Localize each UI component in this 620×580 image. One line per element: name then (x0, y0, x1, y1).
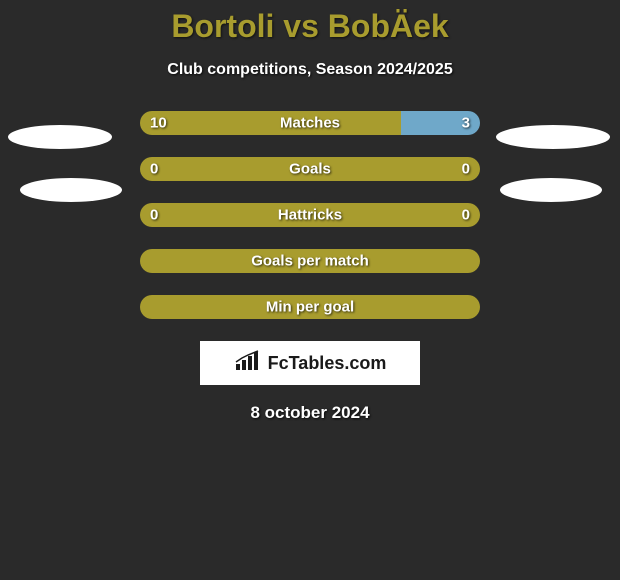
stat-value-left: 0 (150, 161, 158, 178)
stat-label: Matches (280, 115, 340, 132)
stat-label: Hattricks (278, 207, 342, 224)
stat-bar: Min per goal (140, 295, 480, 319)
chart-icon (234, 350, 262, 377)
player-ellipse (20, 178, 122, 202)
stat-bar: Matches 10 3 (140, 111, 480, 135)
stat-bar: Goals per match (140, 249, 480, 273)
stat-row: Min per goal (0, 295, 620, 319)
stat-value-left: 0 (150, 207, 158, 224)
date-label: 8 october 2024 (0, 403, 620, 423)
subtitle: Club competitions, Season 2024/2025 (0, 61, 620, 79)
logo-badge: FcTables.com (200, 341, 420, 385)
stat-label: Min per goal (266, 299, 354, 316)
logo-text: FcTables.com (268, 353, 387, 374)
stat-row: Hattricks 0 0 (0, 203, 620, 227)
stat-value-right: 0 (462, 207, 470, 224)
page-title: Bortoli vs BobÄek (0, 0, 620, 45)
stat-label: Goals (289, 161, 331, 178)
stat-bar: Hattricks 0 0 (140, 203, 480, 227)
stat-value-right: 3 (462, 115, 470, 132)
bar-segment-left (140, 111, 401, 135)
stat-row: Goals 0 0 (0, 157, 620, 181)
player-ellipse (500, 178, 602, 202)
stat-value-right: 0 (462, 161, 470, 178)
stat-row: Goals per match (0, 249, 620, 273)
stat-value-left: 10 (150, 115, 167, 132)
stat-bar: Goals 0 0 (140, 157, 480, 181)
stat-label: Goals per match (251, 253, 369, 270)
player-ellipse (496, 125, 610, 149)
player-ellipse (8, 125, 112, 149)
